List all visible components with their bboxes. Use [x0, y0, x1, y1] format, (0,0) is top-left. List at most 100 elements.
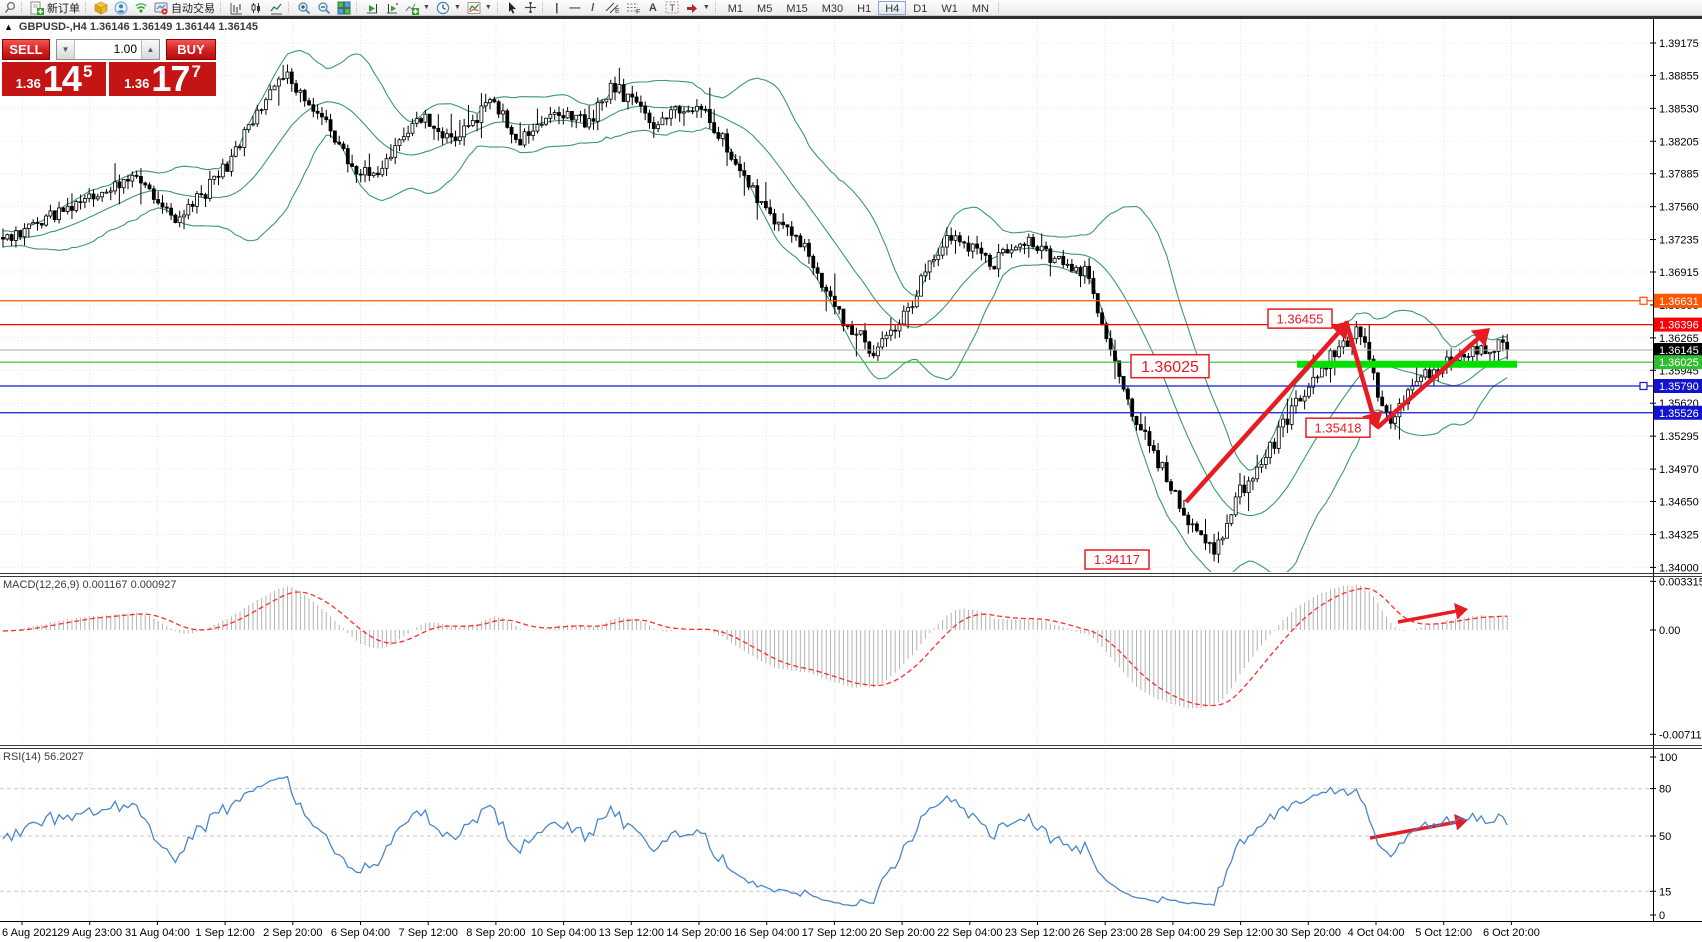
dropdown-caret-icon: ▼ [423, 4, 430, 11]
bar-chart-button[interactable] [226, 0, 246, 15]
line-chart-button[interactable] [266, 0, 286, 15]
zoom-in-button[interactable] [294, 0, 314, 15]
timeframe-D1[interactable]: D1 [913, 2, 928, 15]
text-button[interactable]: A [644, 0, 662, 15]
trendline-button[interactable]: / [584, 0, 602, 15]
zoom-out-button[interactable] [314, 0, 334, 15]
chart-shift-button[interactable] [382, 0, 402, 15]
cursor-button[interactable] [503, 0, 521, 15]
collapse-panel-icon[interactable]: ▲ [4, 22, 13, 32]
toolbar: 新订单 自动交易 ▼ ▼ ▼ | — / E F A T ▼ M1 M5 M15 M3… [0, 0, 1702, 16]
window-border [0, 16, 1702, 19]
pane-frames [0, 573, 1702, 922]
ask-price-pip: 7 [191, 62, 201, 81]
svg-text:29 Sep 12:00: 29 Sep 12:00 [1208, 927, 1273, 939]
svg-text:20 Sep 20:00: 20 Sep 20:00 [869, 927, 934, 939]
text-label-icon: T [665, 1, 679, 14]
horizontal-line-button[interactable]: — [566, 0, 584, 15]
timeframe-H4[interactable]: H4 [878, 0, 907, 15]
svg-text:1.34970: 1.34970 [1659, 464, 1699, 476]
tile-windows-button[interactable] [334, 0, 354, 15]
svg-text:50: 50 [1659, 831, 1671, 843]
svg-text:1.35418: 1.35418 [1315, 420, 1362, 435]
toolbar-separator [356, 2, 360, 13]
toolbar-separator [541, 2, 546, 13]
svg-text:1.36025: 1.36025 [1659, 357, 1699, 369]
rsi-pane[interactable] [2, 775, 1508, 907]
marketplace-button[interactable] [91, 0, 111, 15]
svg-text:16 Sep 04:00: 16 Sep 04:00 [734, 927, 799, 939]
chart-title[interactable]: ▲ GBPUSD-,H4 1.36146 1.36149 1.36144 1.3… [4, 21, 258, 33]
new-order-label: 新订单 [47, 2, 80, 15]
svg-text:1.36915: 1.36915 [1659, 267, 1699, 279]
svg-text:6 Sep 04:00: 6 Sep 04:00 [331, 927, 390, 939]
periods-button[interactable]: ▼ [433, 0, 464, 15]
new-order-button[interactable]: 新订单 [27, 0, 83, 15]
bid-price-pip: 5 [82, 62, 93, 81]
svg-text:1.35526: 1.35526 [1659, 408, 1699, 420]
autotrade-icon [154, 2, 168, 14]
toolbar-separator [21, 2, 25, 13]
timeframe-M30[interactable]: M30 [821, 2, 844, 15]
timeframe-MN[interactable]: MN [971, 2, 989, 15]
svg-text:1.39175: 1.39175 [1659, 38, 1699, 50]
timeframe-M5[interactable]: M5 [757, 2, 773, 15]
svg-text:17 Sep 12:00: 17 Sep 12:00 [802, 927, 867, 939]
sell-button[interactable]: SELL [2, 39, 50, 60]
svg-text:1.36631: 1.36631 [1659, 296, 1699, 308]
svg-text:1.36025: 1.36025 [1141, 359, 1199, 376]
signals-button[interactable] [131, 0, 151, 15]
svg-text:0: 0 [1659, 910, 1665, 922]
toolbar-separator [714, 2, 719, 13]
timeframe-H1[interactable]: H1 [857, 2, 872, 15]
bid-price-main: 14 [42, 58, 82, 100]
svg-text:1.35295: 1.35295 [1659, 431, 1699, 443]
candle-chart-icon [251, 2, 260, 13]
candle-chart-button[interactable] [246, 0, 266, 15]
svg-text:2 Sep 20:00: 2 Sep 20:00 [263, 927, 322, 939]
fibonacci-button[interactable]: F [623, 0, 644, 15]
zoom-out-icon [318, 1, 331, 14]
chart-shift-icon [387, 2, 398, 13]
svg-text:1.38205: 1.38205 [1659, 136, 1699, 148]
templates-button[interactable]: ▼ [464, 0, 495, 15]
volume-stepper[interactable]: ▼ 1.00 ▲ [56, 39, 160, 60]
svg-text:F: F [636, 9, 640, 14]
auto-scroll-button[interactable] [362, 0, 382, 15]
text-label-button[interactable]: T [662, 0, 682, 15]
svg-text:1.36455: 1.36455 [1277, 311, 1324, 326]
svg-text:7 Sep 12:00: 7 Sep 12:00 [399, 927, 458, 939]
volume-value[interactable]: 1.00 [113, 42, 137, 56]
svg-text:29 Aug 23:00: 29 Aug 23:00 [57, 927, 122, 939]
toolbar-separator [85, 2, 89, 13]
arrow-shape-icon [686, 4, 697, 13]
channel-icon: E [605, 2, 620, 14]
buy-button[interactable]: BUY [166, 39, 216, 60]
add-indicator-button[interactable]: ▼ [402, 0, 433, 15]
crosshair-button[interactable] [521, 0, 540, 15]
svg-text:1 Sep 12:00: 1 Sep 12:00 [195, 927, 254, 939]
timeframe-W1[interactable]: W1 [941, 2, 958, 15]
timeframe-M15[interactable]: M15 [786, 2, 808, 15]
add-indicator-icon [405, 3, 419, 15]
trendline-icon: / [591, 1, 595, 14]
timeframe-M1[interactable]: M1 [727, 2, 744, 15]
one-click-trading-panel: SELL ▼ 1.00 ▲ BUY 1.36 14 5 1.36 17 7 [2, 39, 216, 100]
bid-price-prefix: 1.36 [15, 76, 41, 91]
volume-increase-button[interactable]: ▲ [141, 40, 159, 59]
svg-text:1.34325: 1.34325 [1659, 529, 1699, 541]
autotrade-button[interactable]: 自动交易 [151, 0, 218, 15]
channel-button[interactable]: E [602, 0, 623, 15]
toolbar-separator [220, 2, 224, 13]
search-button[interactable] [1, 0, 19, 15]
ask-price-display[interactable]: 1.36 17 7 [109, 61, 216, 97]
community-button[interactable] [111, 0, 131, 15]
price-pane[interactable]: 1.36455 1.36025 1.35418 1.34117 [0, 49, 1653, 580]
shapes-button[interactable]: ▼ [682, 0, 713, 15]
volume-decrease-button[interactable]: ▼ [57, 40, 75, 59]
vertical-line-button[interactable]: | [548, 0, 566, 15]
macd-pane[interactable] [2, 584, 1508, 709]
price-axis: 1.39175 1.38855 1.38530 1.38205 1.37885 1.375… [1650, 19, 1702, 922]
bid-price-display[interactable]: 1.36 14 5 [2, 58, 106, 100]
